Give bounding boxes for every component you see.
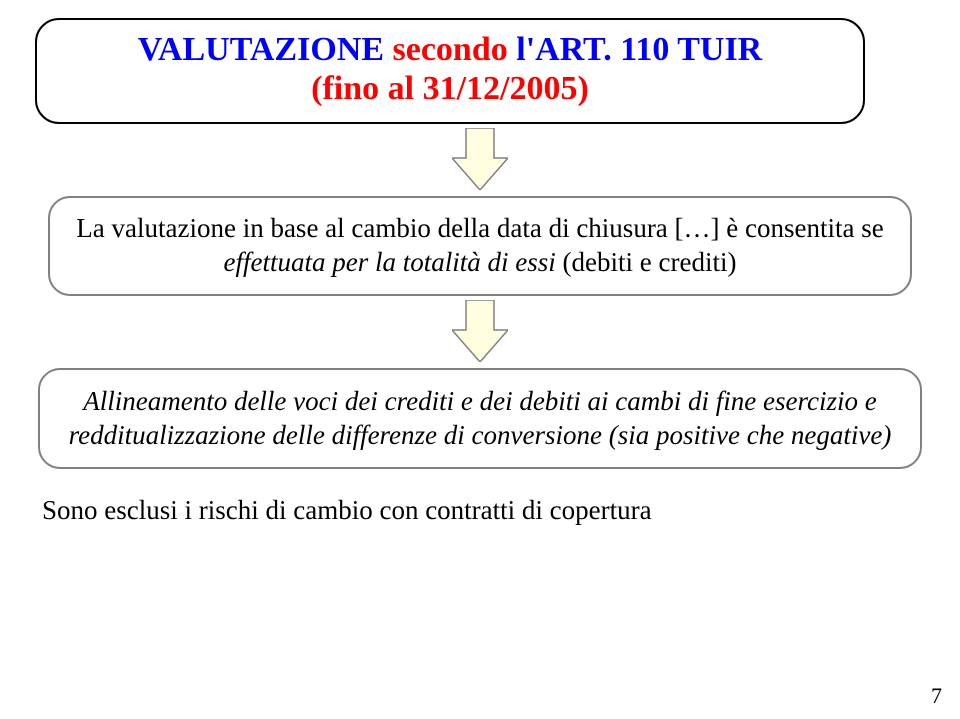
title-seg-4: (fino al 31/12/2005) (311, 70, 589, 107)
title-line-1: VALUTAZIONE secondo l'ART. 110 TUIR (65, 30, 835, 69)
title-seg-1: VALUTAZIONE (138, 31, 393, 68)
footnote-line: Sono esclusi i rischi di cambio con cont… (42, 495, 924, 526)
title-line-2: (fino al 31/12/2005) (65, 69, 835, 108)
para2-text: Allineamento delle voci dei crediti e de… (69, 386, 892, 451)
arrow-1-wrap (36, 128, 924, 190)
para1-plain-pre: La valutazione in base al cambio della d… (76, 213, 883, 243)
arrow-2-wrap (36, 300, 924, 362)
down-arrow-icon (452, 128, 508, 190)
title-seg-2: secondo (393, 31, 517, 68)
title-box: VALUTAZIONE secondo l'ART. 110 TUIR (fin… (35, 18, 865, 124)
paragraph-2-box: Allineamento delle voci dei crediti e de… (38, 368, 922, 469)
down-arrow-icon (452, 300, 508, 362)
para1-italic: effettuata per la totalità di essi (224, 247, 563, 277)
slide-container: VALUTAZIONE secondo l'ART. 110 TUIR (fin… (0, 0, 960, 719)
paragraph-1-box: La valutazione in base al cambio della d… (48, 196, 912, 296)
title-seg-3: l'ART. 110 TUIR (516, 31, 762, 68)
para1-plain-tail: (debiti e crediti) (563, 247, 737, 277)
page-number: 7 (931, 683, 942, 709)
